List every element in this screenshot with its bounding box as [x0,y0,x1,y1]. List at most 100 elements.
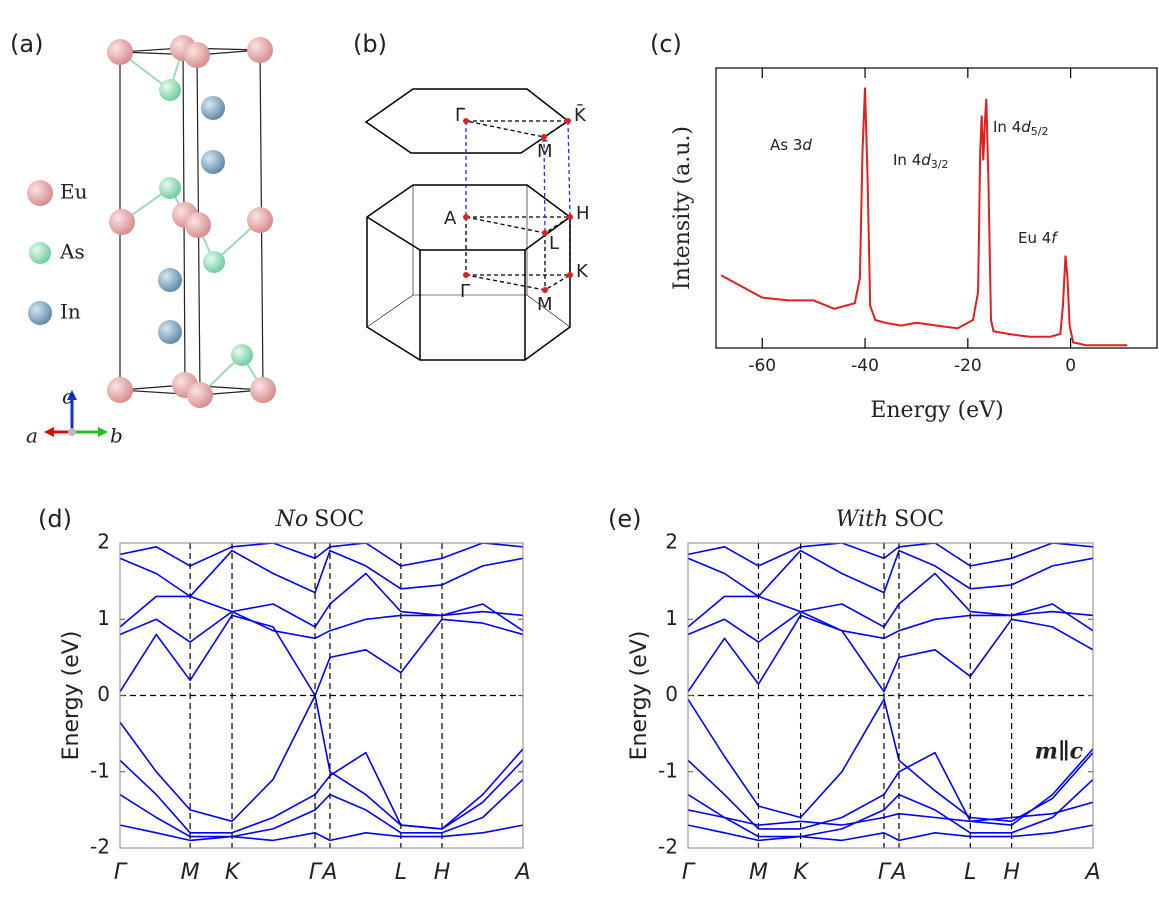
point-label: K̄ [574,104,587,126]
y-tick-label: -2 [658,835,678,859]
peak-label: In 4d3/2 [893,151,948,172]
axes-triad [44,390,108,437]
band-line [120,614,523,697]
y-tick-label: 0 [665,682,678,706]
x-tick-label: M [181,860,200,885]
peak-label-part: d [921,151,931,169]
x-tick-label: K [225,860,241,885]
x-tick-label: Γ [682,860,696,885]
peak-label: Eu 4f [1018,229,1059,247]
peak-label-part: In 4 [993,118,1021,136]
band-line [120,778,523,838]
peak-label-part: d [1021,118,1031,136]
band-line [688,778,1093,838]
panel-label: (d) [38,505,72,533]
peak-label-part: In 4 [893,151,921,169]
band-line [120,543,523,567]
point-label: M [537,294,553,315]
y-axis-label: Energy (eV) [59,631,84,761]
legend-label: As [59,240,85,264]
x-tick-label: H [434,860,451,885]
plot-frame [715,67,1158,349]
title-part: SOC [314,507,364,532]
band-line [688,824,1093,842]
chart-title: With SOC [836,507,944,532]
y-tick-label: 0 [97,682,110,706]
title-part: SOC [894,507,944,532]
x-tick-label: 0 [1065,356,1076,376]
y-tick-label: 2 [665,530,678,554]
peak-label-part: As 3 [770,136,802,154]
band-line [688,572,1093,632]
band-line [688,614,1093,693]
panel-label: (a) [10,30,43,58]
x-tick-label: Γ [309,860,323,885]
band-line [688,748,1093,830]
atoms [27,35,276,408]
x-tick-label: A [889,860,906,885]
title-part: With [836,507,888,532]
legend-label: Eu [60,180,88,204]
band-line [688,549,1093,598]
peak-label-part: 3/2 [931,158,949,171]
y-tick-label: -2 [90,835,110,859]
band-line [120,748,523,834]
x-tick-label: K [793,860,809,885]
point-label: A [444,208,457,229]
point-label: Γ [460,281,470,302]
axis-label: a [26,424,38,448]
x-tick-label: -20 [954,356,982,376]
point-label: K [576,261,589,282]
point-label: M̄ [537,140,553,162]
band-line [120,610,523,643]
band-line [120,824,523,842]
legend-label: In [60,300,81,324]
point-label: H [576,203,590,224]
peak-label: In 4d5/2 [993,118,1048,139]
x-tick-label: -60 [748,356,776,376]
band-line [688,543,1093,567]
x-tick-label: A [1083,860,1100,885]
x-tick-label: A [320,860,337,885]
panel-label: (c) [650,30,682,58]
x-tick-label: Γ [878,860,892,885]
y-tick-label: -1 [90,758,110,782]
plot-frame [119,542,524,849]
y-tick-label: 1 [97,606,110,630]
y-tick-label: 2 [97,530,110,554]
point-label: Γ̄ [455,105,465,126]
x-tick-label: M [749,860,768,885]
band-line [120,549,523,598]
chart-title: No SOC [275,507,364,532]
y-tick-label: 1 [665,606,678,630]
band-line [120,572,523,632]
peak-label-part: Eu 4 [1018,229,1051,247]
x-tick-label: A [513,860,530,885]
point-label: L [549,233,559,254]
annotation: m∥c [1035,739,1084,765]
spectrum-line [720,87,1128,347]
x-tick-label: L [964,860,976,885]
panel-label: (e) [608,505,642,533]
peak-label-part: d [802,136,812,154]
band-line [688,801,1093,826]
axis-label: b [110,424,123,448]
x-tick-label: L [395,860,407,885]
peak-label: As 3d [770,136,812,154]
band-line [688,610,1093,643]
panel-label: (b) [353,30,387,58]
y-axis-label: Intensity (a.u.) [670,126,695,290]
axis-label: c [62,385,73,409]
y-tick-label: -1 [658,758,678,782]
x-tick-label: H [1003,860,1020,885]
plot-frame [687,542,1094,849]
x-axis-label: Energy (eV) [870,398,1003,423]
band-line [120,694,523,830]
peak-label-part: f [1051,229,1059,247]
x-tick-label: -40 [851,356,879,376]
peak-label-part: 5/2 [1031,125,1049,138]
x-tick-label: Γ [114,860,128,885]
brillouin-zone [364,88,573,361]
y-axis-label: Energy (eV) [627,631,652,761]
